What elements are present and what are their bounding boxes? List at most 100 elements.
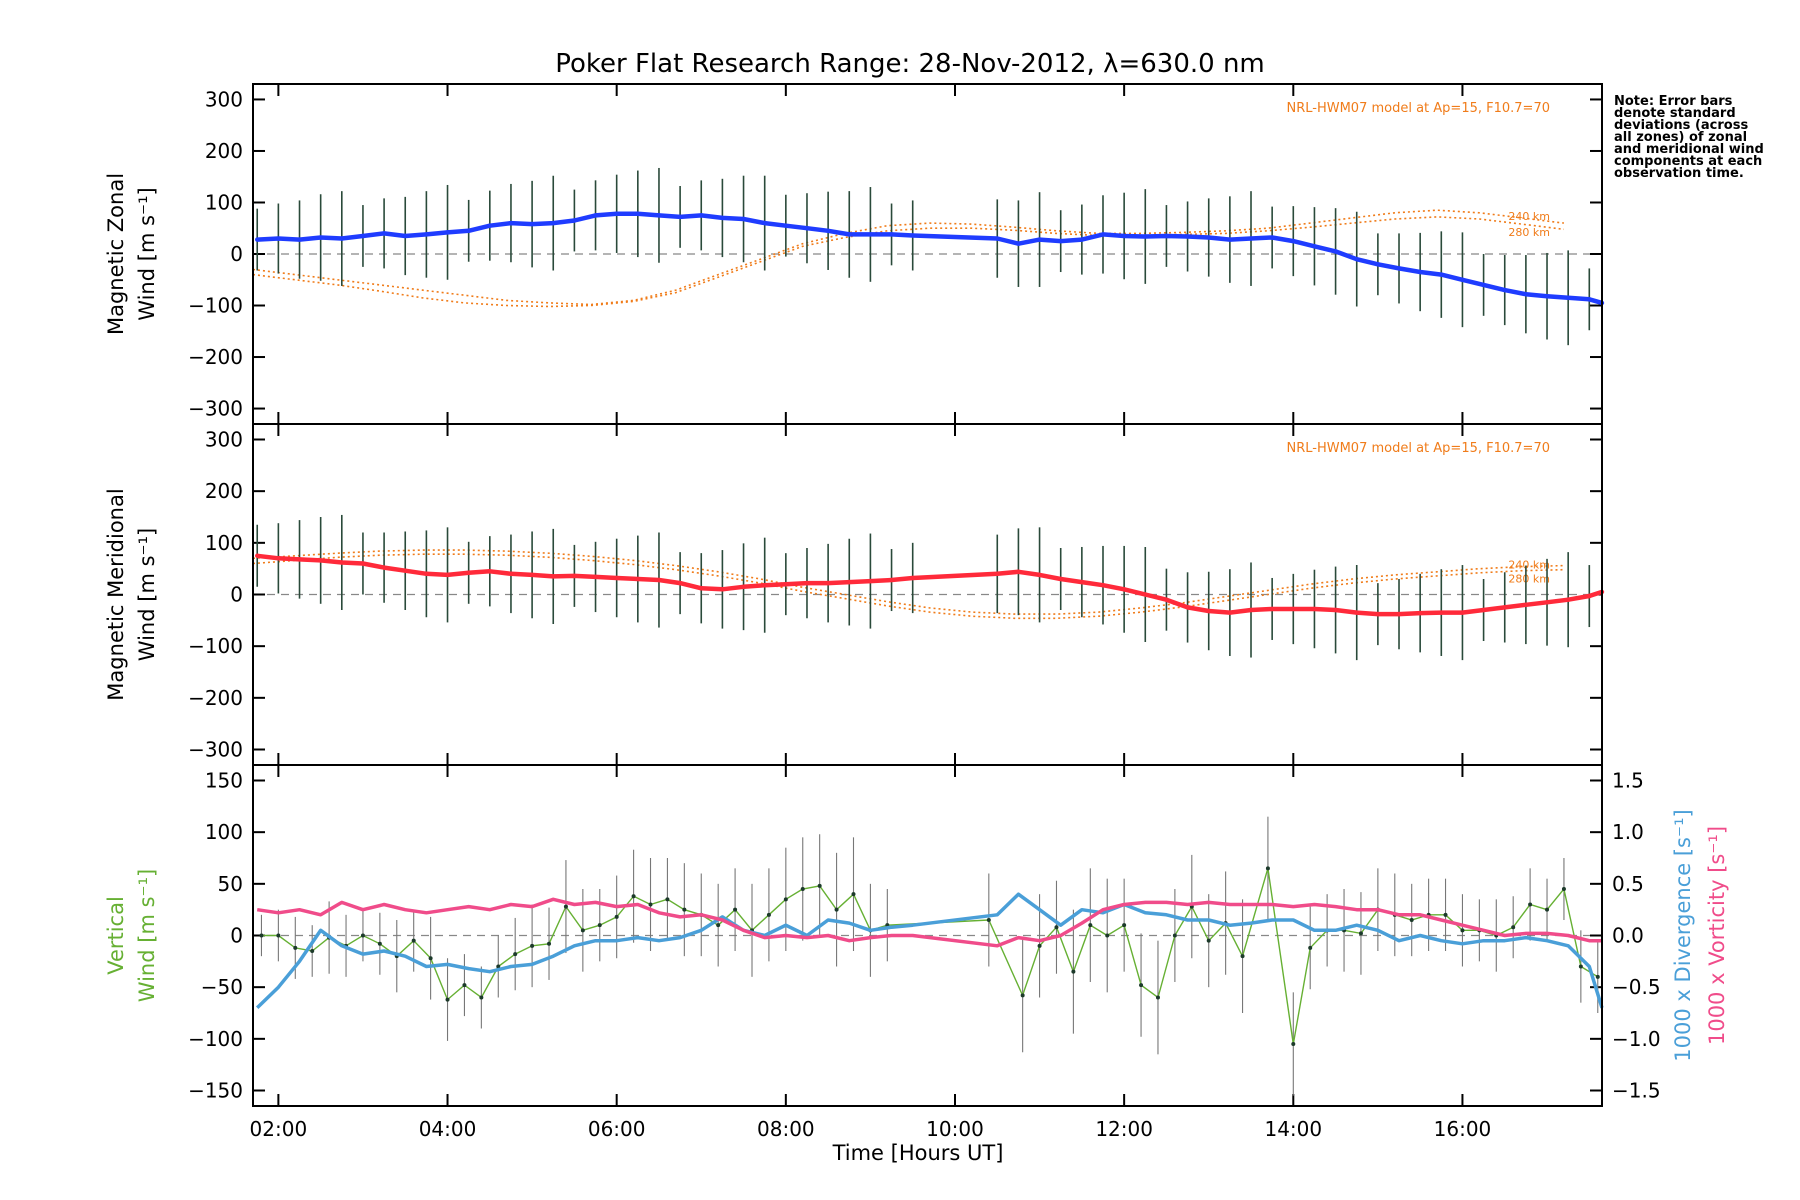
zonal-wind-point xyxy=(1100,232,1106,237)
meridional-wind-point xyxy=(1333,607,1338,613)
meridional-wind-point xyxy=(1565,597,1571,602)
zonal-wind-point xyxy=(1354,256,1359,262)
vorticity-line xyxy=(256,897,1602,948)
y-right-tick-label: 1.0 xyxy=(1612,820,1644,844)
meridional-wind-point xyxy=(1079,579,1085,585)
zonal-wind-point xyxy=(1375,262,1381,267)
y-tick-label: 0 xyxy=(230,242,243,266)
zonal-wind-point xyxy=(1460,277,1465,282)
zonal-wind-point xyxy=(1037,237,1042,242)
meridional-wind-line xyxy=(256,553,1603,617)
vertical-wind-point xyxy=(360,933,365,938)
y-tick-label: −200 xyxy=(188,345,243,369)
meridional-wind-point xyxy=(255,553,260,558)
x-tick-label: 10:00 xyxy=(926,1117,984,1141)
y-axis-label-units: Wind [m s⁻¹] xyxy=(135,187,159,320)
x-tick-label: 06:00 xyxy=(588,1117,646,1141)
vertical-wind-point xyxy=(1122,923,1127,928)
vertical-wind-point xyxy=(1020,993,1025,998)
y-tick-label: 200 xyxy=(205,139,243,163)
vertical-wind-point xyxy=(547,941,552,946)
chart-title: Poker Flat Research Range: 28-Nov-2012, … xyxy=(555,49,1265,79)
vertical-wind-point xyxy=(428,956,433,961)
meridional-wind-point xyxy=(1185,605,1190,610)
y-tick-label: 100 xyxy=(205,190,243,214)
error-bar-note: Note: Error bars denote standard deviati… xyxy=(1614,94,1764,181)
zonal-wind-point xyxy=(318,235,323,240)
meridional-wind-point xyxy=(339,560,345,565)
vertical-wind-point xyxy=(1139,983,1144,988)
zonal-wind-point xyxy=(1121,233,1127,239)
zonal-wind-point xyxy=(1396,266,1402,271)
y-right-tick-label: 0.0 xyxy=(1612,924,1644,948)
plot-frame xyxy=(252,764,1603,1107)
zonal-wind-point xyxy=(1164,233,1169,239)
zonal-wind-point xyxy=(614,211,619,217)
vertical-wind-point xyxy=(986,918,991,922)
meridional-wind-point xyxy=(551,574,556,579)
zonal-wind-point xyxy=(868,232,873,237)
vertical-wind-point xyxy=(1172,933,1177,938)
vertical-wind-point xyxy=(479,995,484,1000)
meridional-wind-point xyxy=(1121,587,1127,592)
meridional-wind-point xyxy=(1481,607,1486,613)
model-alt-label-240: 240 km xyxy=(1508,559,1550,572)
zonal-wind-point xyxy=(1058,238,1063,244)
meridional-wind-point xyxy=(1417,610,1423,616)
vertical-wind-point xyxy=(631,894,636,899)
vertical-wind-point xyxy=(310,949,315,953)
vertical-wind-point xyxy=(1291,1042,1296,1046)
meridional-wind-point xyxy=(529,572,535,578)
vertical-wind-point xyxy=(1206,938,1211,943)
meridional-wind-point xyxy=(276,556,281,561)
vertical-wind-point xyxy=(513,952,518,957)
y-tick-label: 100 xyxy=(205,531,243,555)
vertical-wind-point xyxy=(496,964,501,969)
meridional-wind-point xyxy=(1460,610,1465,615)
divergence-line xyxy=(255,892,1604,1010)
y-tick-label: −200 xyxy=(188,686,243,710)
meridional-wind-point xyxy=(1523,602,1529,608)
meridional-wind-point xyxy=(297,557,302,562)
vertical-wind-point xyxy=(766,912,771,917)
y-tick-label: 150 xyxy=(205,769,243,793)
zonal-wind-point xyxy=(1269,235,1275,240)
vertical-wind-point xyxy=(648,902,653,907)
meridional-wind-point xyxy=(403,568,408,573)
model-240km-line xyxy=(252,209,1564,306)
y-tick-label: 0 xyxy=(230,583,243,607)
zonal-wind-point xyxy=(1523,291,1529,297)
meridional-wind-point xyxy=(995,571,1000,577)
zonal-wind-point xyxy=(1143,234,1148,239)
divergence-axis-label: 1000 x Divergence [s⁻¹] xyxy=(1671,809,1695,1061)
zonal-wind-point xyxy=(593,213,598,218)
zonal-wind-point xyxy=(1417,269,1423,275)
zonal-wind-point xyxy=(1206,235,1211,240)
meridional-wind-point xyxy=(804,580,810,586)
meridional-wind-point xyxy=(656,577,662,583)
vertical-wind-point xyxy=(665,897,670,902)
zonal-wind-point xyxy=(1544,294,1550,299)
zonal-wind-point xyxy=(741,216,746,222)
vertical-wind-point xyxy=(1443,912,1448,917)
vertical-wind-point xyxy=(1595,974,1600,979)
y-tick-label: 300 xyxy=(205,87,243,111)
model-label: NRL-HWM07 model at Ap=15, F10.7=70 xyxy=(1287,101,1551,116)
meridional-wind-point xyxy=(910,575,915,581)
vertical-wind-point xyxy=(597,923,602,928)
vertical-wind-point xyxy=(1460,928,1465,933)
y-tick-label: 0 xyxy=(230,924,243,948)
zonal-wind-point xyxy=(1016,241,1021,246)
vertical-wind-point xyxy=(1528,902,1533,907)
meridional-wind-point xyxy=(1587,593,1592,599)
vertical-wind-point xyxy=(1037,943,1042,948)
zonal-wind-point xyxy=(381,231,387,236)
zonal-wind-point xyxy=(551,220,556,226)
meridional-wind-point xyxy=(487,569,493,574)
zonal-wind-point xyxy=(276,236,281,241)
panel-meridional: −300 −200 −100 0 100 200 300 NRL-HWM07 model at… xyxy=(104,423,1605,766)
model-280km-line xyxy=(252,553,1564,620)
meridional-wind-point xyxy=(424,571,429,577)
zonal-wind-point xyxy=(297,237,302,242)
